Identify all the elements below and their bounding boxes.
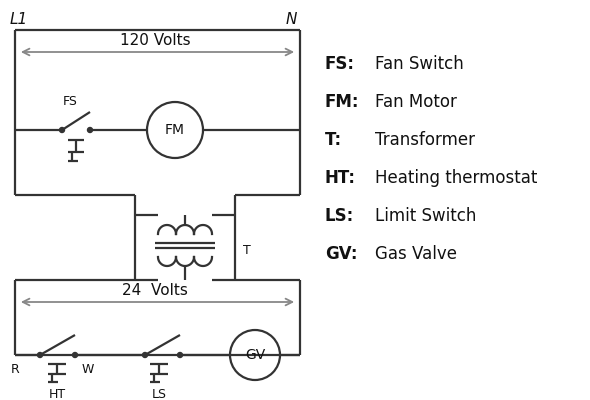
Text: W: W (82, 363, 94, 376)
Circle shape (178, 352, 182, 358)
Text: HT:: HT: (325, 169, 356, 187)
Text: HT: HT (48, 388, 65, 400)
Text: N: N (286, 12, 297, 27)
Text: R: R (11, 363, 19, 376)
Text: GV: GV (245, 348, 265, 362)
Circle shape (60, 128, 64, 132)
Text: Fan Motor: Fan Motor (375, 93, 457, 111)
Text: T: T (243, 244, 251, 256)
Text: LS: LS (152, 388, 166, 400)
Text: 120 Volts: 120 Volts (120, 33, 191, 48)
Text: FS: FS (63, 95, 77, 108)
Text: T:: T: (325, 131, 342, 149)
Text: 24  Volts: 24 Volts (122, 283, 188, 298)
Circle shape (38, 352, 42, 358)
Text: Heating thermostat: Heating thermostat (375, 169, 537, 187)
Text: Transformer: Transformer (375, 131, 475, 149)
Text: FM: FM (165, 123, 185, 137)
Text: LS:: LS: (325, 207, 354, 225)
Text: Gas Valve: Gas Valve (375, 245, 457, 263)
Circle shape (73, 352, 77, 358)
Text: Fan Switch: Fan Switch (375, 55, 464, 73)
Text: FS:: FS: (325, 55, 355, 73)
Text: FM:: FM: (325, 93, 359, 111)
Text: Limit Switch: Limit Switch (375, 207, 476, 225)
Circle shape (87, 128, 93, 132)
Text: L1: L1 (10, 12, 28, 27)
Circle shape (143, 352, 148, 358)
Text: GV:: GV: (325, 245, 358, 263)
